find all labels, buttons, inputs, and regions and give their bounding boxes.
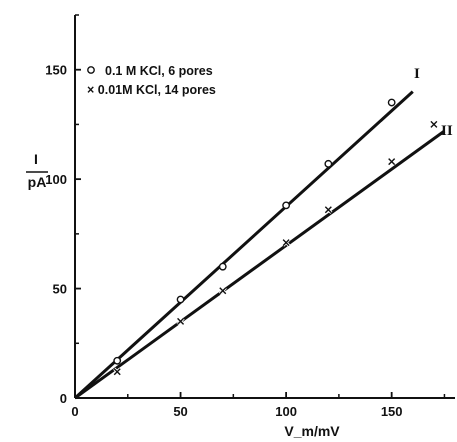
data-point-circle (282, 201, 291, 210)
data-point-circle (324, 159, 333, 168)
cross-stroke (324, 206, 332, 214)
data-point-cross (324, 205, 333, 214)
legend-label-1: 0.1 M KCl, 6 pores (105, 64, 213, 78)
cross-stroke (430, 120, 438, 128)
series-2 (74, 120, 446, 400)
data-point-cross (176, 317, 185, 326)
x-tick-label: 100 (275, 404, 297, 419)
y-axis-title-top: I (34, 151, 38, 167)
legend-label-2: × 0.01M KCl, 14 pores (87, 83, 216, 97)
cross-stroke (113, 368, 121, 376)
x-axis-title: V_m/mV (284, 423, 340, 439)
cross-stroke (388, 158, 396, 166)
series-layer: III (73, 66, 453, 400)
x-tick-label: 0 (71, 404, 78, 419)
data-point-cross (282, 238, 291, 247)
x-tick-label: 150 (381, 404, 403, 419)
data-point-cross (387, 157, 396, 166)
data-point-circle (387, 98, 396, 107)
series-1 (73, 90, 414, 400)
y-tick-label: 50 (53, 282, 67, 297)
data-point-cross (113, 367, 122, 376)
titles: IpA V_m/mV (26, 151, 340, 439)
legend-marker-circle (87, 66, 95, 74)
cross-stroke (282, 239, 290, 247)
y-tick-label: 100 (45, 172, 67, 187)
legend: 0.1 M KCl, 6 pores × 0.01M KCl, 14 pores (87, 64, 216, 97)
ticks: 0 50 100 150 0 50 100 150 (45, 14, 446, 419)
cross-stroke (177, 317, 185, 325)
data-point-circle (218, 262, 227, 271)
data-point-circle (113, 356, 122, 365)
line-label-I: I (414, 66, 420, 82)
fit-line-2 (74, 129, 446, 400)
y-tick-label: 150 (45, 63, 67, 78)
data-point-cross (218, 286, 227, 295)
data-point-circle (176, 295, 185, 304)
line-label-II: II (441, 123, 453, 139)
cross-stroke (219, 287, 227, 295)
data-point-cross (429, 120, 438, 129)
x-tick-label: 50 (173, 404, 187, 419)
y-axis-title-bottom: pA (28, 174, 47, 190)
y-tick-label: 0 (60, 391, 67, 406)
fit-line-1 (73, 90, 414, 400)
